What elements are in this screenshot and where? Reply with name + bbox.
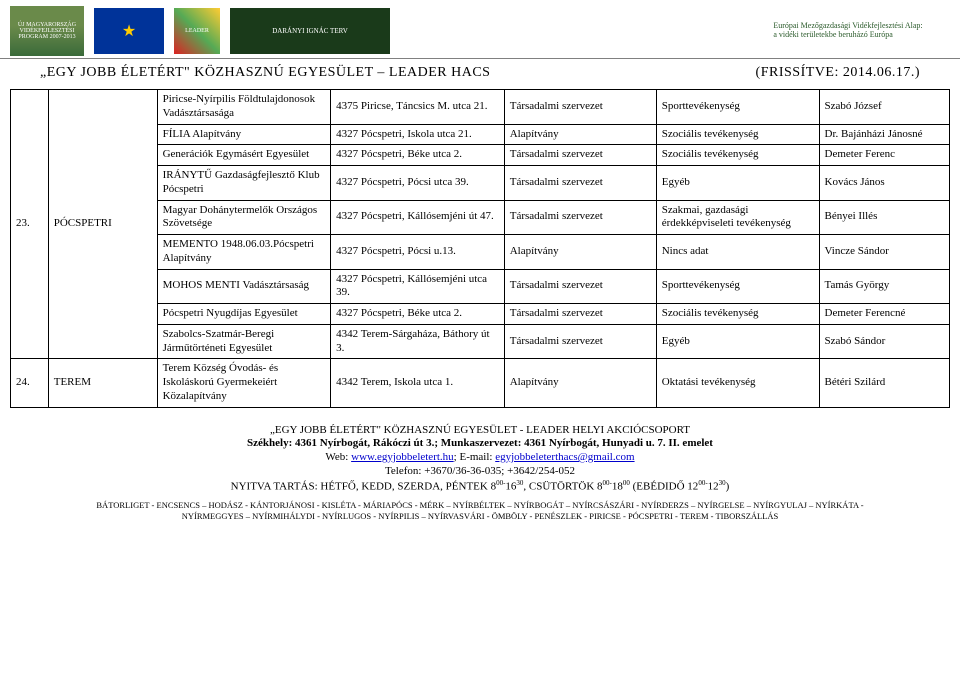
table-row: 24.TEREMTerem Község Óvodás- és Iskolásk… [11, 359, 950, 407]
data-cell: Társadalmi szervezet [504, 269, 656, 304]
page-title: „EGY JOBB ÉLETÉRT" KÖZHASZNÚ EGYESÜLET –… [40, 65, 490, 81]
header-logos: ÚJ MAGYARORSZÁG VIDÉKFEJLESZTÉSI PROGRAM… [0, 0, 960, 59]
h5: 12 [708, 480, 719, 492]
data-cell: Társadalmi szervezet [504, 90, 656, 125]
data-cell: Szabó József [819, 90, 950, 125]
data-cell: 4327 Pócspetri, Kállósemjéni utca 39. [331, 269, 505, 304]
logo-group-left: ÚJ MAGYARORSZÁG VIDÉKFEJLESZTÉSI PROGRAM… [10, 6, 390, 56]
data-cell: Sporttevékenység [656, 90, 819, 125]
data-cell: 4342 Terem, Iskola utca 1. [331, 359, 505, 407]
data-cell: MEMENTO 1948.06.03.Pócspetri Alapítvány [157, 235, 331, 270]
data-cell: Szabó Sándor [819, 324, 950, 359]
data-cell: Társadalmi szervezet [504, 145, 656, 166]
data-cell: 4375 Piricse, Táncsics M. utca 21. [331, 90, 505, 125]
data-cell: Társadalmi szervezet [504, 200, 656, 235]
title-row: „EGY JOBB ÉLETÉRT" KÖZHASZNÚ EGYESÜLET –… [0, 59, 960, 85]
emva-line1: Európai Mezőgazdasági Vidékfejlesztési A… [773, 21, 922, 30]
data-cell: Szociális tevékenység [656, 304, 819, 325]
data-cell: Demeter Ferenc [819, 145, 950, 166]
data-cell: Szociális tevékenység [656, 124, 819, 145]
data-cell: Alapítvány [504, 235, 656, 270]
data-cell: Alapítvány [504, 359, 656, 407]
h3: 18 [612, 480, 623, 492]
h1: 16 [505, 480, 516, 492]
footer-email-link[interactable]: egyjobbeleterthacs@gmail.com [495, 451, 634, 463]
footer-line1: „EGY JOBB ÉLETÉRT" KÖZHASZNÚ EGYESÜLET -… [270, 424, 690, 436]
leader-logo: LEADER [174, 8, 220, 54]
data-cell: Demeter Ferencné [819, 304, 950, 325]
data-cell: Egyéb [656, 324, 819, 359]
sup5: 00- [698, 479, 707, 487]
h2: , CSÜTÖRTÖK 8 [523, 480, 602, 492]
data-cell: Piricse-Nyírpilis Földtulajdonosok Vadás… [157, 90, 331, 125]
data-cell: MOHOS MENTI Vadásztársaság [157, 269, 331, 304]
data-cell: Vincze Sándor [819, 235, 950, 270]
data-cell: Generációk Egymásért Egyesület [157, 145, 331, 166]
data-cell: FÍLIA Alapítvány [157, 124, 331, 145]
data-cell: Társadalmi szervezet [504, 166, 656, 201]
data-cell: Társadalmi szervezet [504, 324, 656, 359]
data-cell: Szociális tevékenység [656, 145, 819, 166]
data-cell: 4327 Pócspetri, Kállósemjéni út 47. [331, 200, 505, 235]
data-cell: Kovács János [819, 166, 950, 201]
eu-flag-icon: ★ [94, 8, 164, 54]
row-number: 23. [11, 90, 49, 359]
daranyi-logo: DARÁNYI IGNÁC TERV [230, 8, 390, 54]
updated-date: (FRISSÍTVE: 2014.06.17.) [756, 65, 920, 81]
footer-block: „EGY JOBB ÉLETÉRT" KÖZHASZNÚ EGYESÜLET -… [0, 418, 960, 498]
footer-hours-pre: NYITVA TARTÁS: HÉTFŐ, KEDD, SZERDA, PÉNT… [231, 480, 496, 492]
data-cell: 4327 Pócspetri, Béke utca 2. [331, 145, 505, 166]
small-line1: BÁTORLIGET - ENCSENCS – HODÁSZ - KÁNTORJ… [96, 500, 863, 510]
h6: ) [726, 480, 730, 492]
emva-text: Európai Mezőgazdasági Vidékfejlesztési A… [746, 6, 950, 56]
data-cell: Szakmai, gazdasági érdekképviseleti tevé… [656, 200, 819, 235]
h4: (EBÉDIDŐ 12 [630, 480, 698, 492]
footer-line2: Székhely: 4361 Nyírbogát, Rákóczi út 3.;… [247, 437, 713, 449]
data-cell: 4327 Pócspetri, Béke utca 2. [331, 304, 505, 325]
data-cell: Egyéb [656, 166, 819, 201]
data-table: 23.PÓCSPETRIPiricse-Nyírpilis Földtulajd… [10, 89, 950, 408]
footer-web-link[interactable]: www.egyjobbeletert.hu [351, 451, 454, 463]
data-cell: 4327 Pócspetri, Pócsi u.13. [331, 235, 505, 270]
data-cell: Bényei Illés [819, 200, 950, 235]
sup6: 30 [719, 479, 726, 487]
footer-small: BÁTORLIGET - ENCSENCS – HODÁSZ - KÁNTORJ… [0, 498, 960, 530]
footer-phone: Telefon: +3670/36-36-035; +3642/254-052 [385, 465, 575, 477]
row-number: 24. [11, 359, 49, 407]
table-row: 23.PÓCSPETRIPiricse-Nyírpilis Földtulajd… [11, 90, 950, 125]
sup3: 00- [603, 479, 612, 487]
data-cell: Nincs adat [656, 235, 819, 270]
data-cell: Magyar Dohánytermelők Országos Szövetség… [157, 200, 331, 235]
data-cell: Sporttevékenység [656, 269, 819, 304]
location-cell: TEREM [48, 359, 157, 407]
data-cell: Alapítvány [504, 124, 656, 145]
data-cell: 4342 Terem-Sárgaháza, Báthory út 3. [331, 324, 505, 359]
data-cell: Terem Község Óvodás- és Iskoláskorú Gyer… [157, 359, 331, 407]
location-cell: PÓCSPETRI [48, 90, 157, 359]
data-cell: IRÁNYTŰ Gazdaságfejlesztő Klub Pócspetri [157, 166, 331, 201]
data-cell: Dr. Bajánházi Jánosné [819, 124, 950, 145]
data-cell: Szabolcs-Szatmár-Beregi Járműtörténeti E… [157, 324, 331, 359]
footer-email-pre: ; E-mail: [454, 451, 496, 463]
data-cell: 4327 Pócspetri, Pócsi utca 39. [331, 166, 505, 201]
data-cell: Bétéri Szilárd [819, 359, 950, 407]
um-logo: ÚJ MAGYARORSZÁG VIDÉKFEJLESZTÉSI PROGRAM… [10, 6, 84, 56]
data-cell: 4327 Pócspetri, Iskola utca 21. [331, 124, 505, 145]
footer-web-pre: Web: [325, 451, 351, 463]
data-cell: Társadalmi szervezet [504, 304, 656, 325]
data-cell: Oktatási tevékenység [656, 359, 819, 407]
data-cell: Tamás György [819, 269, 950, 304]
small-line2: NYÍRMEGGYES – NYÍRMIHÁLYDI - NYÍRLUGOS -… [182, 511, 779, 521]
data-cell: Pócspetri Nyugdíjas Egyesület [157, 304, 331, 325]
sup4: 00 [623, 479, 630, 487]
emva-line2: a vidéki területekbe beruházó Európa [773, 30, 893, 39]
